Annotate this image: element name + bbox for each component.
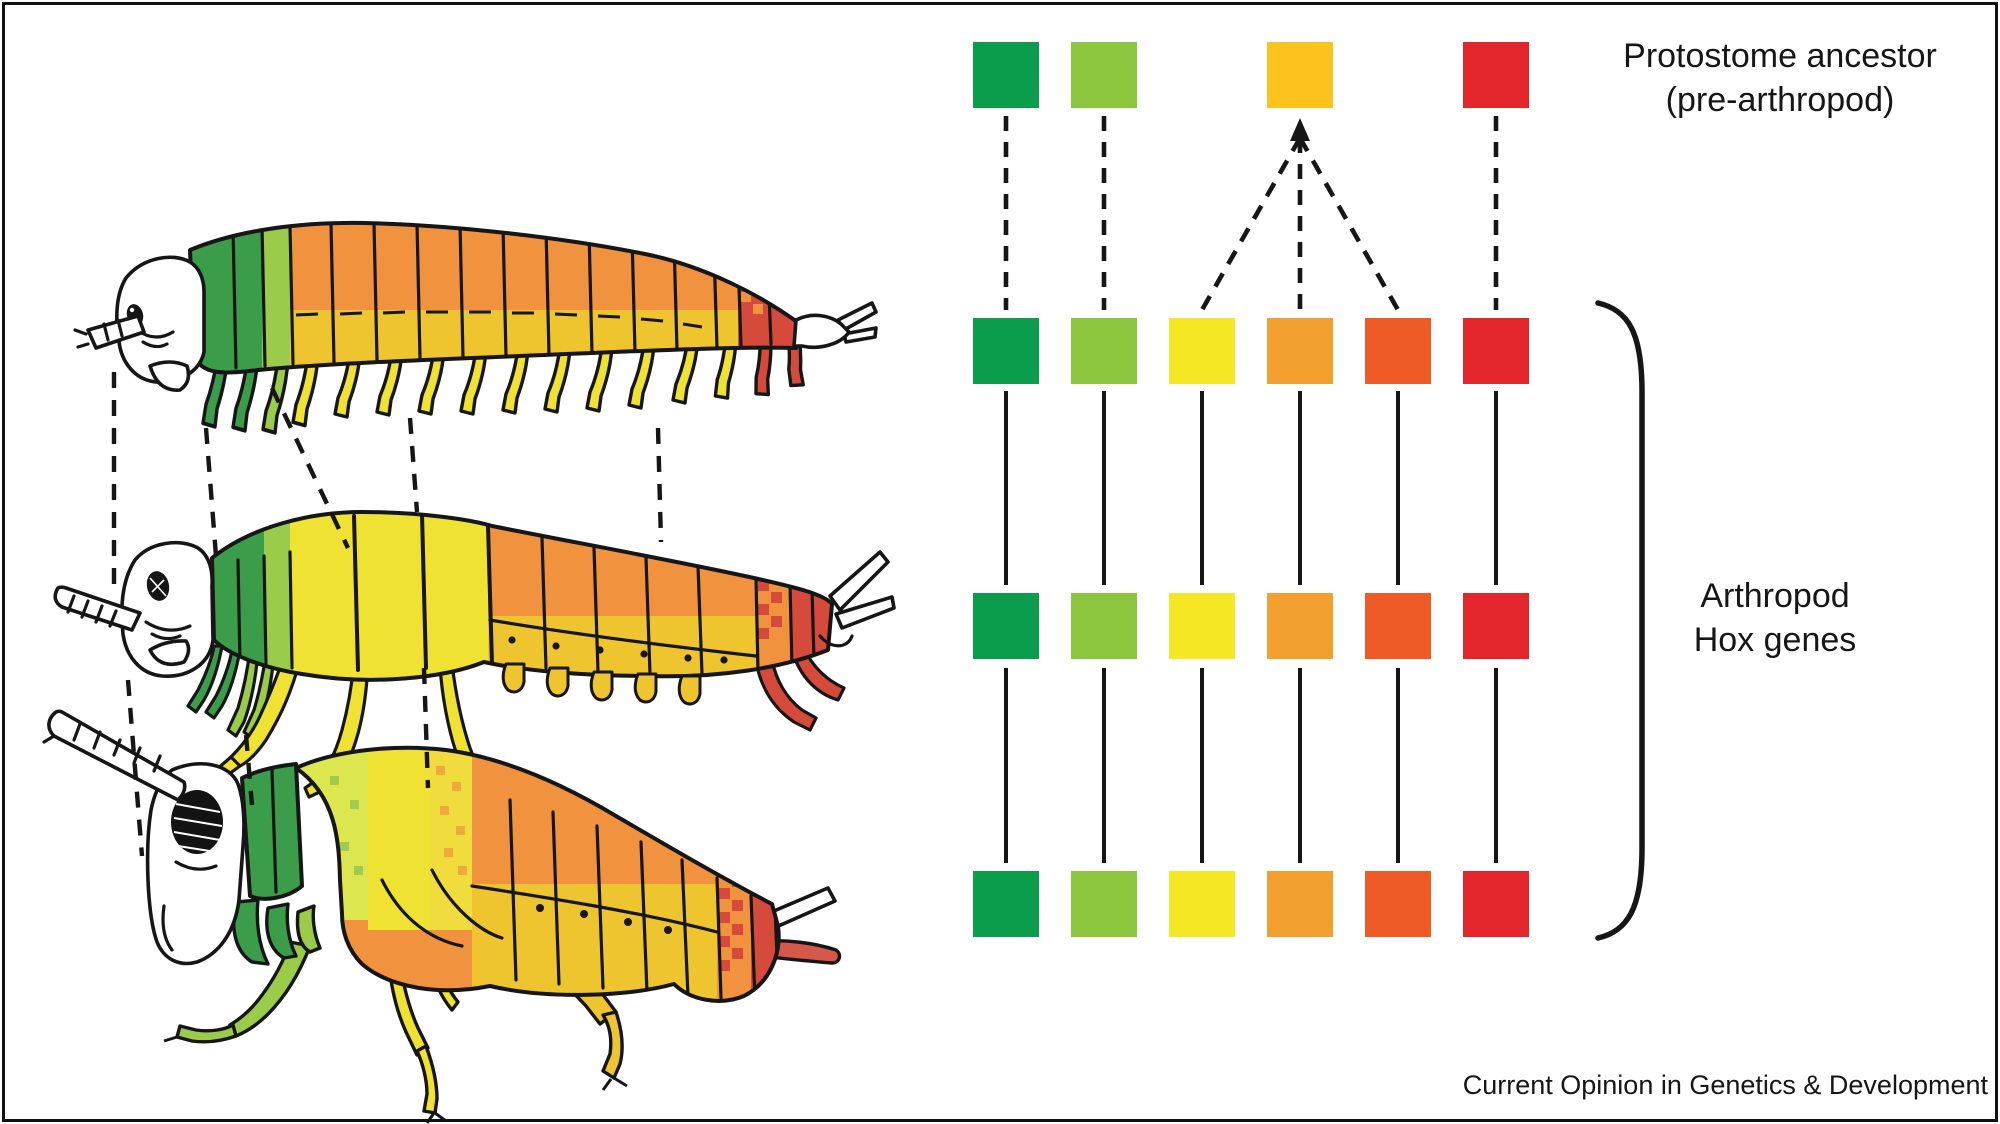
- protostome-ancestor-label: Protostome ancestor (pre-arthropod): [1580, 34, 1980, 122]
- hox-gene-arthropod-row-2-slot3: [1267, 593, 1333, 659]
- hox-gene-arthropod-row-3-slot4: [1365, 871, 1431, 937]
- hox-gene-protostome-ancestor-slot5: [1463, 42, 1529, 108]
- animal-middle-illustration: [53, 510, 896, 810]
- hox-gene-arthropod-row-2-slot0: [973, 593, 1039, 659]
- homology-dashed-line: [421, 667, 431, 789]
- hox-gene-protostome-ancestor-slot3: [1267, 42, 1333, 108]
- hox-gene-protostome-ancestor-slot0: [973, 42, 1039, 108]
- hox-gene-arthropod-row-1-slot4: [1365, 318, 1431, 384]
- hox-gene-arthropod-row-1-slot5: [1463, 318, 1529, 384]
- protostome-label-line1: Protostome ancestor: [1623, 37, 1937, 75]
- protostome-label-line2: (pre-arthropod): [1665, 81, 1895, 119]
- homology-dashed-line: [125, 679, 145, 857]
- homology-dashed-line: [203, 427, 219, 557]
- hox-gene-arthropod-row-3-slot5: [1463, 871, 1529, 937]
- hox-gene-arthropod-row-2-slot5: [1463, 593, 1529, 659]
- antenna: [53, 585, 142, 632]
- hox-gene-arthropod-row-3-slot2: [1169, 871, 1235, 937]
- homology-dashed-lines: [111, 372, 664, 857]
- hox-gene-arthropod-row-2-slot1: [1071, 593, 1137, 659]
- arthropod-label-line2: Hox genes: [1693, 621, 1857, 659]
- antenna: [47, 709, 187, 802]
- arthropod-label-line1: Arthropod: [1700, 577, 1850, 615]
- antenna: [86, 314, 146, 350]
- hox-gene-arthropod-row-3-slot1: [1071, 871, 1137, 937]
- ancestor-gene-link: [1200, 136, 1302, 312]
- hox-gene-arthropod-row-1-slot2: [1169, 318, 1235, 384]
- hox-gene-arthropod-row-2-slot2: [1169, 593, 1235, 659]
- homology-dashed-line: [407, 417, 420, 513]
- journal-credit: Current Opinion in Genetics & Developmen…: [1462, 1070, 1988, 1100]
- animal-bottom-illustration: [42, 709, 842, 1124]
- animal-bottom-head: [42, 709, 246, 966]
- duplication-fan-apex: [1290, 118, 1310, 141]
- animal-middle-head: [53, 540, 215, 678]
- hox-gene-protostome-ancestor-slot1: [1071, 42, 1137, 108]
- homology-dashed-line: [270, 387, 350, 549]
- hox-gene-arthropod-row-1-slot1: [1071, 318, 1137, 384]
- hox-gene-arthropod-row-3-slot3: [1267, 871, 1333, 937]
- animal-top-illustration: [73, 220, 878, 435]
- hox-gene-arthropod-row-2-slot4: [1365, 593, 1431, 659]
- homology-dashed-line: [655, 427, 664, 543]
- animal-top-head: [73, 255, 206, 392]
- hox-gene-arthropod-row-3-slot0: [973, 871, 1039, 937]
- arthropod-hox-genes-label: Arthropod Hox genes: [1585, 574, 1965, 662]
- ancestor-gene-link: [1298, 136, 1400, 312]
- arthropod-hox-bracket: [1595, 300, 1645, 941]
- hox-gene-arthropod-row-1-slot3: [1267, 318, 1333, 384]
- hox-gene-arthropod-row-1-slot0: [973, 318, 1039, 384]
- homology-dashed-line: [243, 734, 255, 806]
